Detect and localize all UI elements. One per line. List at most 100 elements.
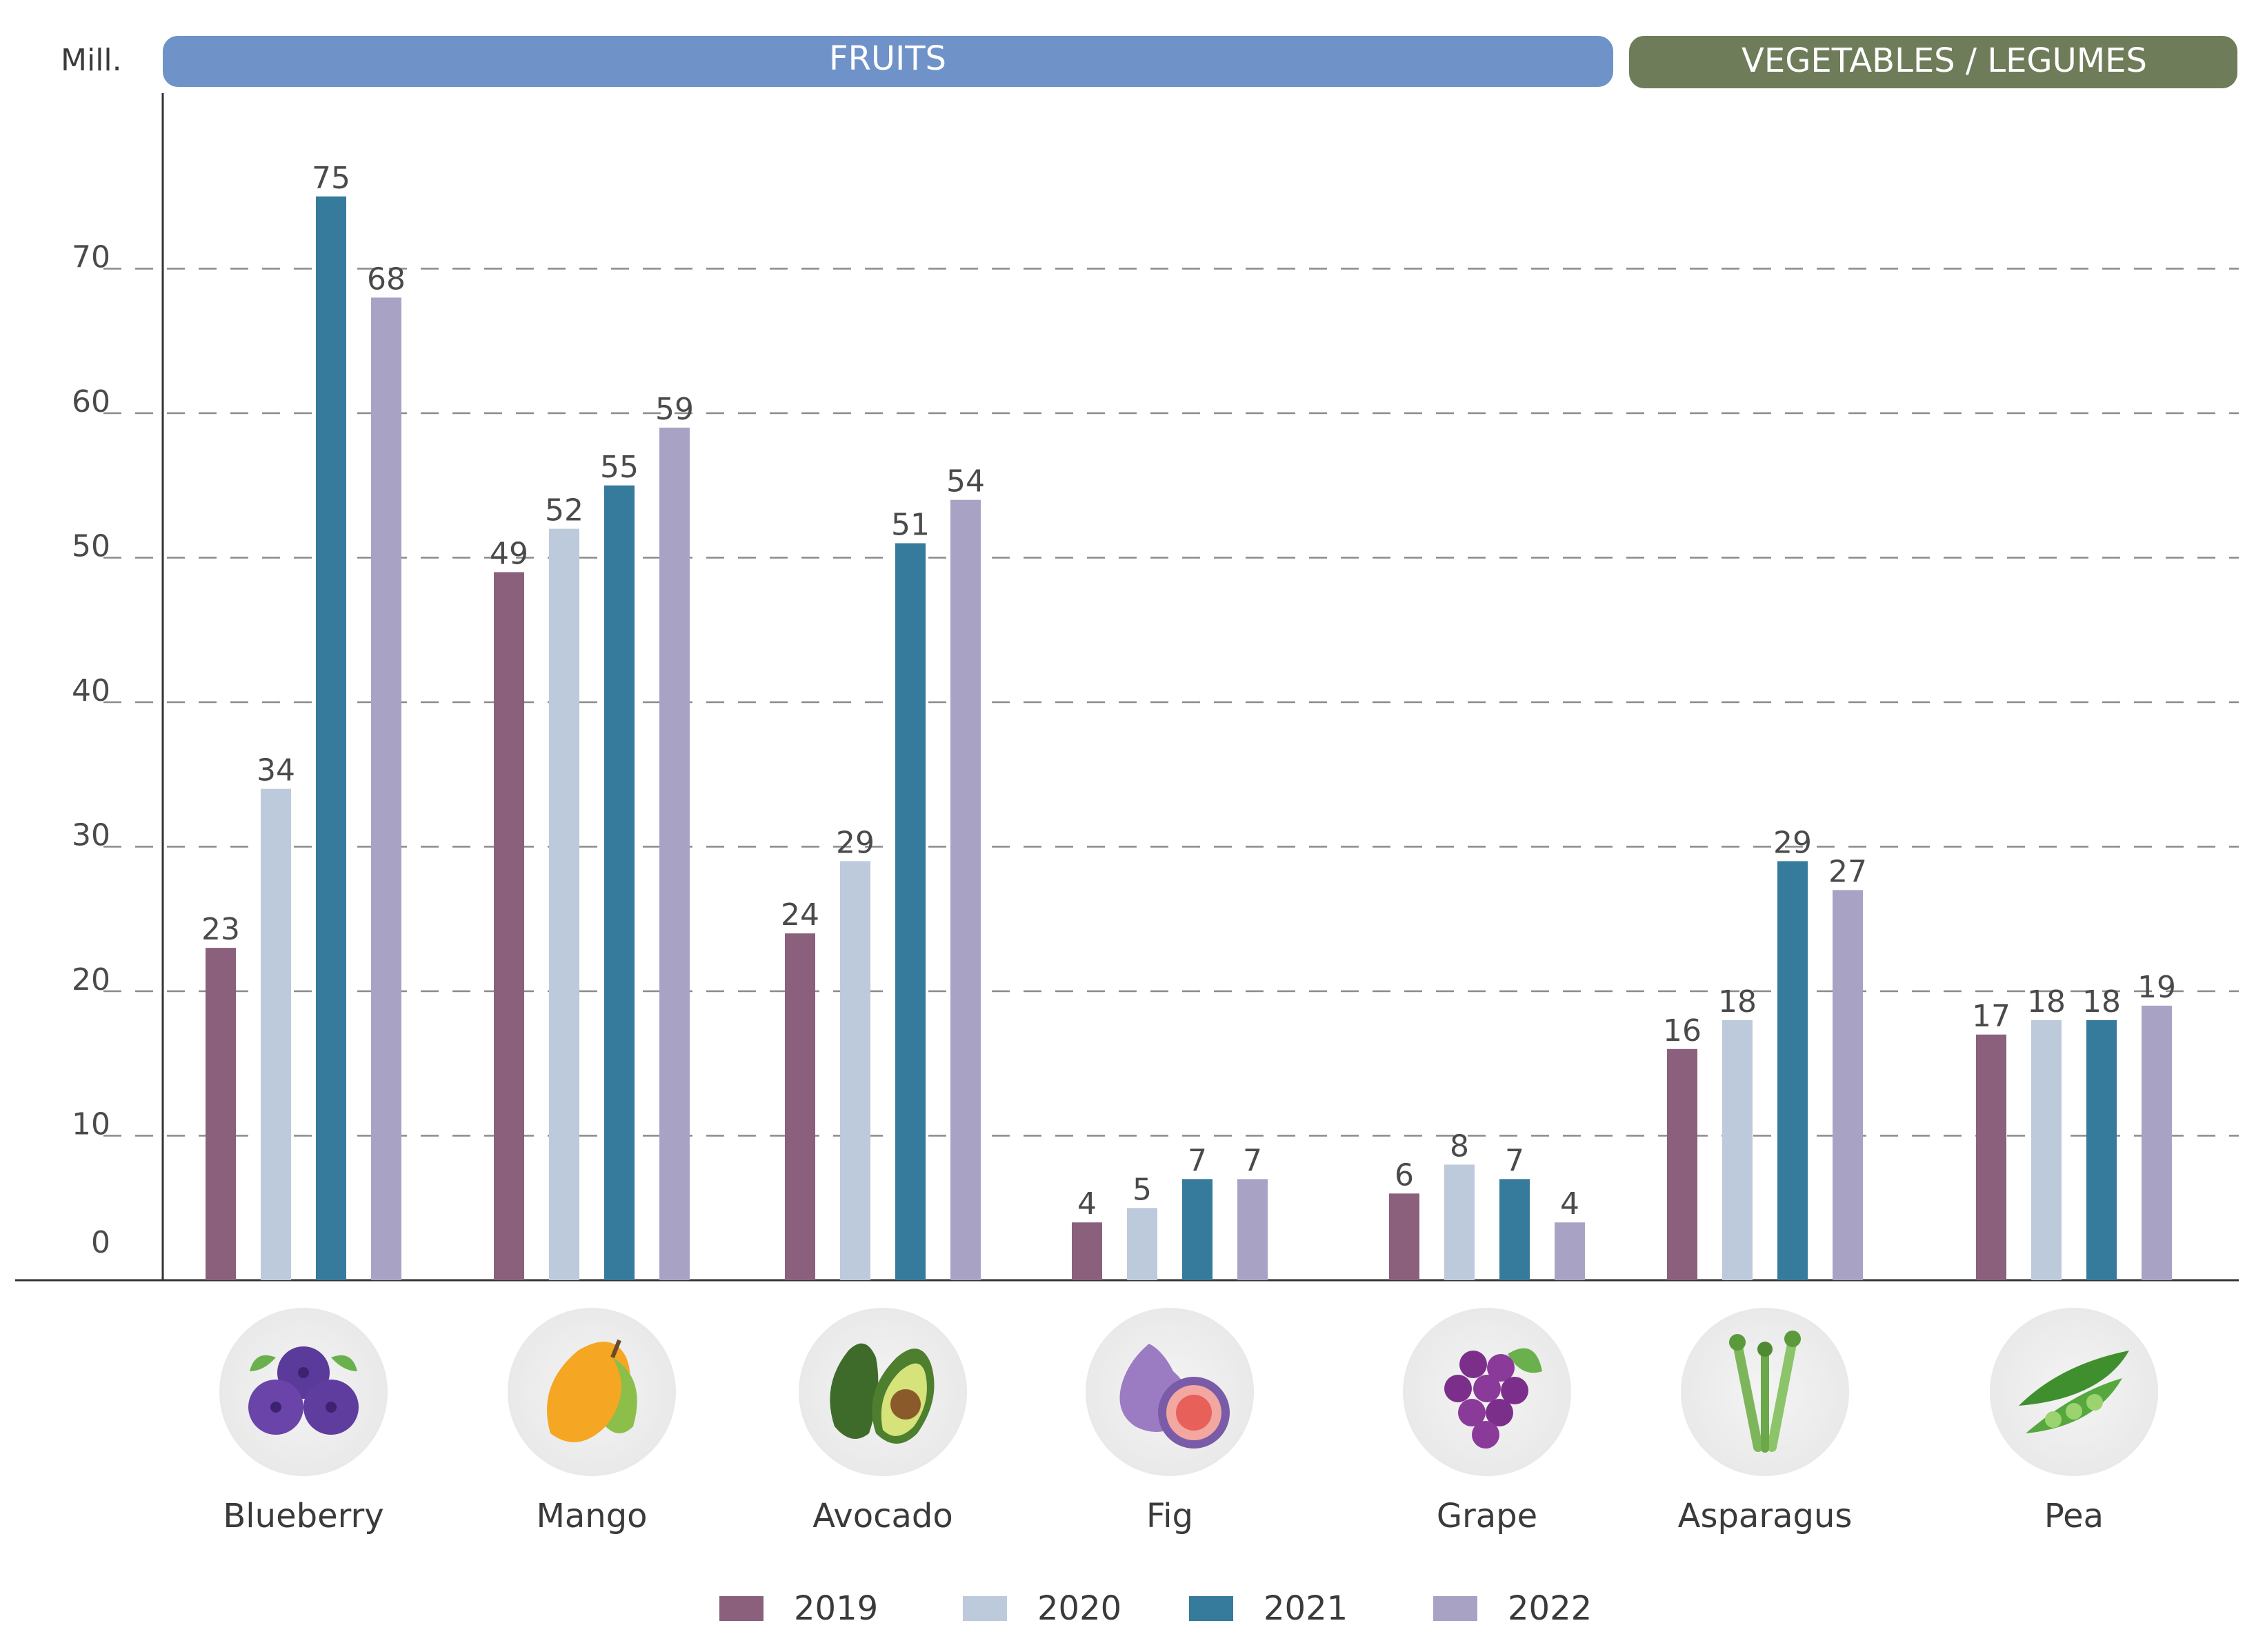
- category-label-asparagus: Asparagus: [1678, 1497, 1853, 1535]
- y-unit-label: Mill.: [61, 43, 122, 78]
- bar-asparagus-2021: [1777, 861, 1808, 1280]
- value-label-mango-2022: 59: [655, 392, 694, 427]
- bar-avocado-2021: [895, 543, 926, 1280]
- category-labels: Blueberry Mango Avocado Fig Grape Asparagus Pe…: [223, 1497, 2104, 1535]
- mango-icon: [508, 1308, 676, 1476]
- legend-swatch: [1189, 1596, 1233, 1621]
- value-label-avocado-2019: 24: [781, 897, 819, 933]
- legend-item-2021: 2021: [1189, 1589, 1348, 1628]
- bar-pea-2022: [2142, 1005, 2172, 1280]
- bar-fig-2019: [1072, 1222, 1102, 1280]
- pea-icon: [1990, 1308, 2158, 1476]
- bar-grape-2020: [1444, 1164, 1475, 1280]
- bar-grape-2019: [1389, 1193, 1419, 1280]
- value-label-mango-2021: 55: [600, 450, 639, 485]
- value-label-avocado-2022: 54: [946, 464, 985, 499]
- value-label-fig-2020: 5: [1132, 1172, 1152, 1207]
- legend-label: 2020: [1037, 1589, 1121, 1628]
- bar-mango-2020: [549, 528, 579, 1280]
- bar-mango-2019: [494, 572, 524, 1281]
- category-icons: [219, 1308, 2158, 1476]
- legend-item-2022: 2022: [1433, 1589, 1592, 1628]
- group-band-fruits-bg: [163, 36, 1613, 87]
- value-label-blueberry-2021: 75: [312, 161, 350, 196]
- category-label-avocado: Avocado: [812, 1497, 952, 1535]
- value-label-fig-2021: 7: [1188, 1143, 1207, 1178]
- legend-item-2019: 2019: [719, 1589, 878, 1628]
- value-label-fig-2022: 7: [1243, 1143, 1262, 1178]
- group-band-vegetables-bg: [1629, 36, 2237, 88]
- group-band-vegetables-label: VEGETABLES / LEGUMES: [1742, 41, 2147, 80]
- value-label-asparagus-2019: 16: [1663, 1013, 1702, 1048]
- bar-avocado-2022: [950, 499, 981, 1281]
- legend-swatch: [719, 1596, 764, 1621]
- bar-blueberry-2019: [206, 948, 236, 1280]
- bar-asparagus-2019: [1667, 1048, 1697, 1280]
- gridlines: [103, 268, 2239, 1137]
- value-label-pea-2020: 18: [2027, 984, 2066, 1019]
- legend-label: 2022: [1508, 1589, 1592, 1628]
- category-label-fig: Fig: [1146, 1497, 1193, 1535]
- value-label-grape-2020: 8: [1450, 1128, 1469, 1164]
- y-tick-label: 0: [91, 1225, 110, 1260]
- category-label-blueberry: Blueberry: [223, 1497, 383, 1535]
- legend: 2019 2020 2021 2022: [719, 1589, 1592, 1628]
- legend-label: 2019: [794, 1589, 878, 1628]
- bar-fig-2020: [1127, 1208, 1157, 1280]
- value-label-asparagus-2022: 27: [1828, 854, 1867, 889]
- value-label-blueberry-2022: 68: [367, 261, 406, 297]
- category-label-grape: Grape: [1437, 1497, 1537, 1535]
- value-label-blueberry-2020: 34: [257, 753, 295, 788]
- bar-blueberry-2020: [261, 788, 291, 1280]
- value-label-grape-2022: 4: [1560, 1186, 1579, 1222]
- bars: [206, 196, 2172, 1281]
- y-tick-label: 70: [72, 240, 110, 275]
- legend-item-2020: 2020: [963, 1589, 1121, 1628]
- blueberry-icon: [219, 1308, 388, 1476]
- bar-mango-2021: [604, 485, 635, 1280]
- bar-mango-2022: [659, 427, 690, 1281]
- avocado-icon: [799, 1308, 967, 1476]
- bar-grape-2022: [1555, 1222, 1585, 1280]
- value-label-mango-2019: 49: [490, 536, 528, 571]
- y-tick-label: 10: [72, 1107, 110, 1142]
- value-label-pea-2021: 18: [2082, 984, 2121, 1019]
- asparagus-icon: [1681, 1308, 1849, 1476]
- y-tick-label: 60: [72, 384, 110, 419]
- bar-blueberry-2022: [371, 297, 401, 1280]
- bar-pea-2020: [2031, 1019, 2062, 1280]
- legend-swatch: [1433, 1596, 1477, 1621]
- value-label-pea-2019: 17: [1972, 999, 2010, 1034]
- value-label-grape-2019: 6: [1395, 1157, 1414, 1193]
- bar-asparagus-2020: [1722, 1019, 1753, 1280]
- legend-swatch: [963, 1596, 1007, 1621]
- category-label-pea: Pea: [2044, 1497, 2104, 1535]
- bar-pea-2019: [1976, 1034, 2006, 1280]
- value-label-fig-2019: 4: [1077, 1186, 1097, 1222]
- fig-icon: [1086, 1308, 1254, 1476]
- grape-icon: [1403, 1308, 1571, 1476]
- bar-grape-2021: [1499, 1179, 1530, 1280]
- group-band-fruits-label: FRUITS: [829, 39, 946, 78]
- y-axis-ticks: 0 10 20 30 40 50 60 70: [72, 240, 110, 1261]
- value-label-avocado-2020: 29: [836, 825, 875, 860]
- y-tick-label: 30: [72, 818, 110, 853]
- value-label-avocado-2021: 51: [891, 508, 930, 543]
- bar-fig-2022: [1237, 1179, 1268, 1280]
- value-label-grape-2021: 7: [1505, 1143, 1524, 1178]
- bar-fig-2021: [1182, 1179, 1213, 1280]
- value-label-asparagus-2021: 29: [1773, 825, 1812, 860]
- legend-label: 2021: [1264, 1589, 1348, 1628]
- value-label-asparagus-2020: 18: [1718, 984, 1757, 1019]
- value-label-mango-2020: 52: [545, 493, 583, 528]
- group-band-vegetables: VEGETABLES / LEGUMES: [1629, 36, 2237, 88]
- bar-avocado-2020: [840, 861, 870, 1280]
- bar-blueberry-2021: [316, 196, 346, 1280]
- y-tick-label: 50: [72, 529, 110, 564]
- bar-asparagus-2022: [1833, 890, 1863, 1280]
- category-label-mango: Mango: [536, 1497, 647, 1535]
- group-band-fruits: FRUITS: [163, 36, 1613, 87]
- bar-pea-2021: [2086, 1019, 2117, 1280]
